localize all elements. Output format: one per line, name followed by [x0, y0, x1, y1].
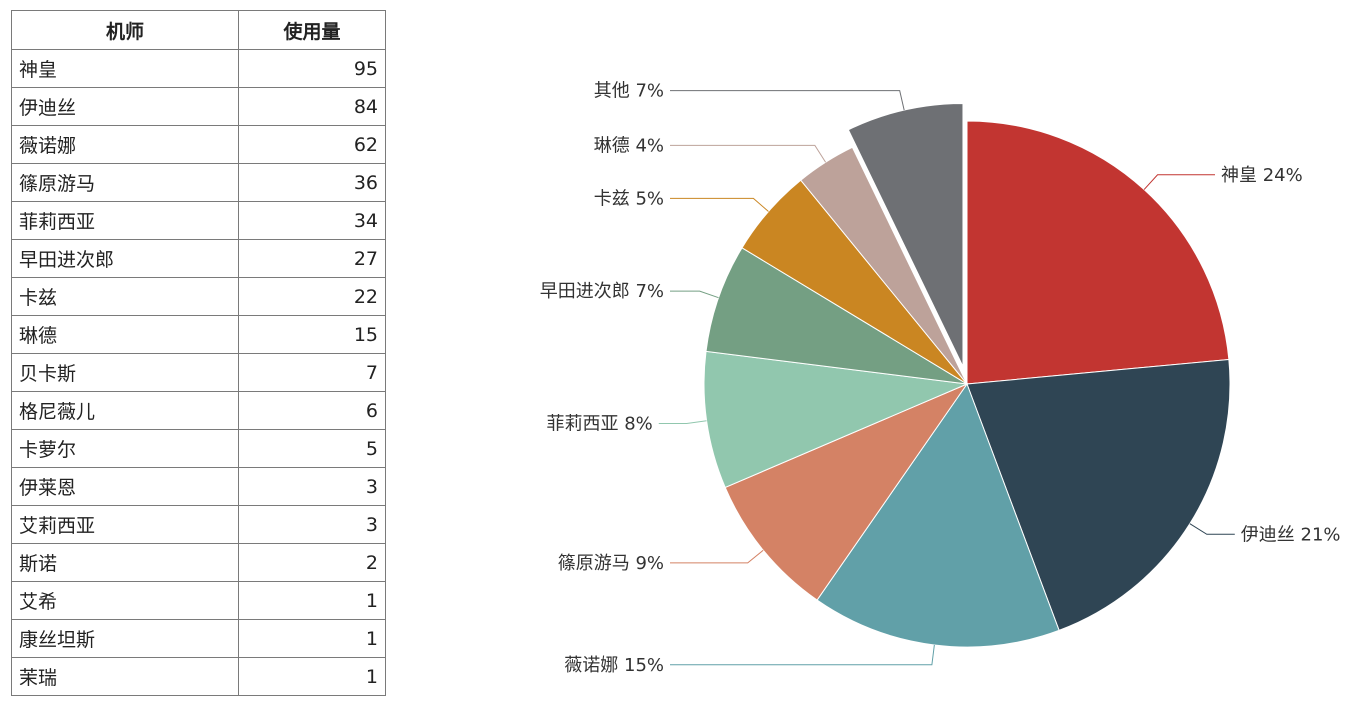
pie-slice: [800, 146, 968, 385]
table-row: 斯诺 2: [11, 543, 386, 582]
usage-value-cell: 34: [238, 201, 386, 240]
header-pilot: 机师: [11, 10, 239, 50]
pie-slice: [816, 382, 1060, 648]
usage-value-cell: 2: [238, 543, 386, 582]
leader-line: [670, 644, 935, 666]
pilot-name-cell: 琳德: [11, 315, 239, 354]
pie-slice: [847, 102, 964, 367]
pilot-name-cell: 菲莉西亚: [11, 201, 239, 240]
usage-value-cell: 7: [238, 353, 386, 392]
table-row: 艾莉西亚 3: [11, 505, 386, 544]
pilot-name-cell: 格尼薇儿: [11, 391, 239, 430]
table-row: 艾希 1: [11, 581, 386, 620]
pilot-name-cell: 艾莉西亚: [11, 505, 239, 544]
leader-line: [1143, 174, 1215, 190]
usage-value-cell: 62: [238, 125, 386, 164]
usage-value-cell: 22: [238, 277, 386, 316]
table-row: 康丝坦斯 1: [11, 619, 386, 658]
slice-label: 薇诺娜 15%: [564, 655, 664, 676]
header-usage: 使用量: [238, 10, 386, 50]
slice-label: 菲莉西亚 8%: [546, 413, 652, 434]
usage-value-cell: 3: [238, 505, 386, 544]
leader-line: [670, 197, 769, 212]
table-row: 琳德 15: [11, 315, 386, 354]
pilot-name-cell: 伊莱恩: [11, 467, 239, 506]
usage-value-cell: 36: [238, 163, 386, 202]
table-row: 薇诺娜 62: [11, 125, 386, 164]
table-row: 茉瑞 1: [11, 657, 386, 696]
pilot-name-cell: 卡兹: [11, 277, 239, 316]
slice-label: 其他 7%: [594, 81, 664, 102]
pilot-name-cell: 茉瑞: [11, 657, 239, 696]
leader-line: [670, 290, 719, 299]
pilot-name-cell: 早田进次郎: [11, 239, 239, 278]
pilot-name-cell: 篠原游马: [11, 163, 239, 202]
slice-label: 神皇 24%: [1221, 165, 1303, 186]
pie-slice: [966, 120, 1230, 385]
usage-value-cell: 95: [238, 49, 386, 88]
pilot-name-cell: 艾希: [11, 581, 239, 620]
table-row: 卡兹 22: [11, 277, 386, 316]
leader-line: [658, 420, 707, 424]
table-row: 伊莱恩 3: [11, 467, 386, 506]
slice-label: 篠原游马 9%: [558, 553, 664, 574]
slice-label: 卡兹 5%: [594, 188, 664, 209]
usage-value-cell: 1: [238, 581, 386, 620]
table-header-row: 机师 使用量: [11, 10, 386, 50]
usage-value-cell: 27: [238, 239, 386, 278]
pilot-name-cell: 薇诺娜: [11, 125, 239, 164]
table-row: 格尼薇儿 6: [11, 391, 386, 430]
table-row: 菲莉西亚 34: [11, 201, 386, 240]
pilot-name-cell: 康丝坦斯: [11, 619, 239, 658]
leader-line: [1189, 523, 1235, 535]
leader-line: [670, 90, 905, 111]
table-row: 篠原游马 36: [11, 163, 386, 202]
table-row: 神皇 95: [11, 49, 386, 88]
table-row: 伊迪丝 84: [11, 87, 386, 126]
slice-label: 伊迪丝 21%: [1241, 524, 1341, 545]
table-row: 早田进次郎 27: [11, 239, 386, 278]
pie-slice: [703, 350, 969, 489]
usage-value-cell: 84: [238, 87, 386, 126]
table-row: 卡萝尔 5: [11, 429, 386, 468]
usage-value-cell: 3: [238, 467, 386, 506]
usage-value-cell: 1: [238, 657, 386, 696]
usage-value-cell: 5: [238, 429, 386, 468]
pie-slice: [705, 247, 968, 385]
slice-label: 琳德 4%: [594, 135, 664, 156]
slice-label: 早田进次郎 7%: [540, 281, 664, 302]
pie-slice: [724, 382, 969, 601]
leader-line: [670, 144, 827, 163]
leader-line: [670, 549, 764, 564]
usage-table: 机师 使用量 神皇 95 伊迪丝 84 薇诺娜 62 篠原游马 36 菲莉西亚 34 早田进次郎 27…: [11, 10, 386, 696]
